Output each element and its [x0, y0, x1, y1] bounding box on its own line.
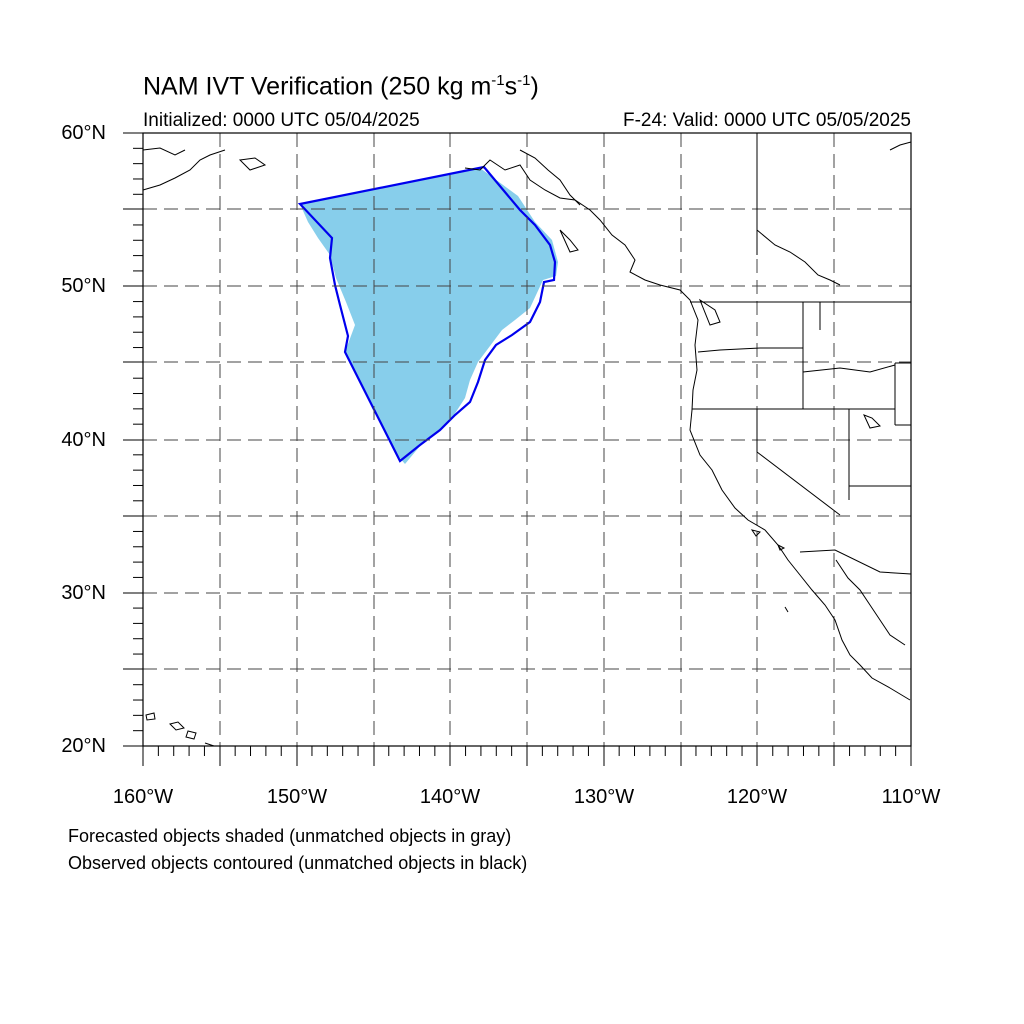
lon-label-120: 120°W — [726, 786, 788, 808]
observed-object-contour — [297, 165, 557, 463]
state-borders — [690, 133, 912, 575]
coastlines — [142, 141, 912, 747]
lon-label-110: 110°W — [881, 786, 941, 808]
lat-label-20: 20°N — [61, 735, 106, 757]
lat-label-50: 50°N — [61, 275, 106, 297]
lon-label-140: 140°W — [419, 786, 481, 808]
footnote-observed: Observed objects contoured (unmatched ob… — [68, 853, 528, 873]
axis-ticks — [123, 132, 912, 766]
lat-lon-grid — [143, 133, 911, 746]
lon-label-150: 150°W — [266, 786, 328, 808]
lat-label-30: 30°N — [61, 582, 106, 604]
minor-ticks — [133, 147, 897, 756]
initialized-time: Initialized: 0000 UTC 05/04/2025 — [143, 110, 420, 131]
valid-time: F-24: Valid: 0000 UTC 05/05/2025 — [623, 110, 911, 131]
footnote-forecast: Forecasted objects shaded (unmatched obj… — [68, 826, 512, 846]
map-title: NAM IVT Verification (250 kg m-1s-1) — [143, 72, 539, 101]
forecast-object — [300, 168, 558, 464]
lon-label-130: 130°W — [573, 786, 635, 808]
lat-label-60: 60°N — [61, 122, 106, 144]
lon-label-160: 160°W — [112, 786, 174, 808]
lat-label-40: 40°N — [61, 429, 106, 451]
